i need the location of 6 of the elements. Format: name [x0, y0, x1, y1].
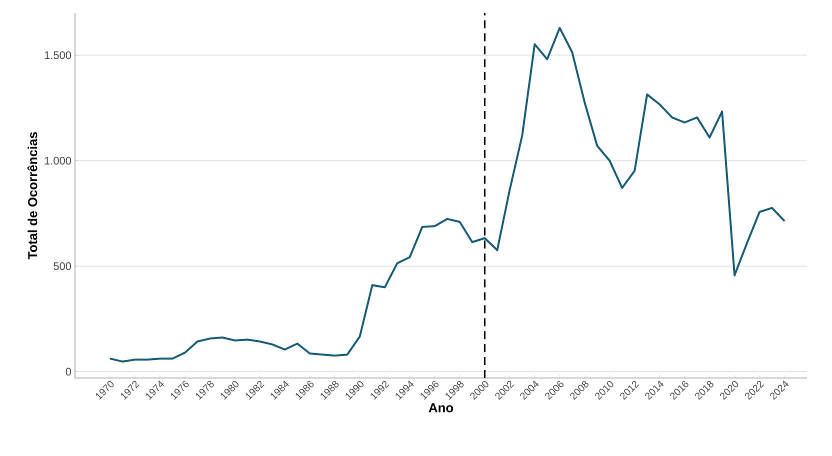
- y-tick-label: 500: [54, 262, 72, 270]
- y-tick-label: 1.500: [44, 51, 72, 60]
- y-tick-label: 1.000: [44, 156, 72, 165]
- y-tick-label: 0: [66, 368, 72, 376]
- x-axis-title: Ano: [428, 403, 454, 412]
- y-axis-title: Total de Ocorrências: [27, 132, 38, 260]
